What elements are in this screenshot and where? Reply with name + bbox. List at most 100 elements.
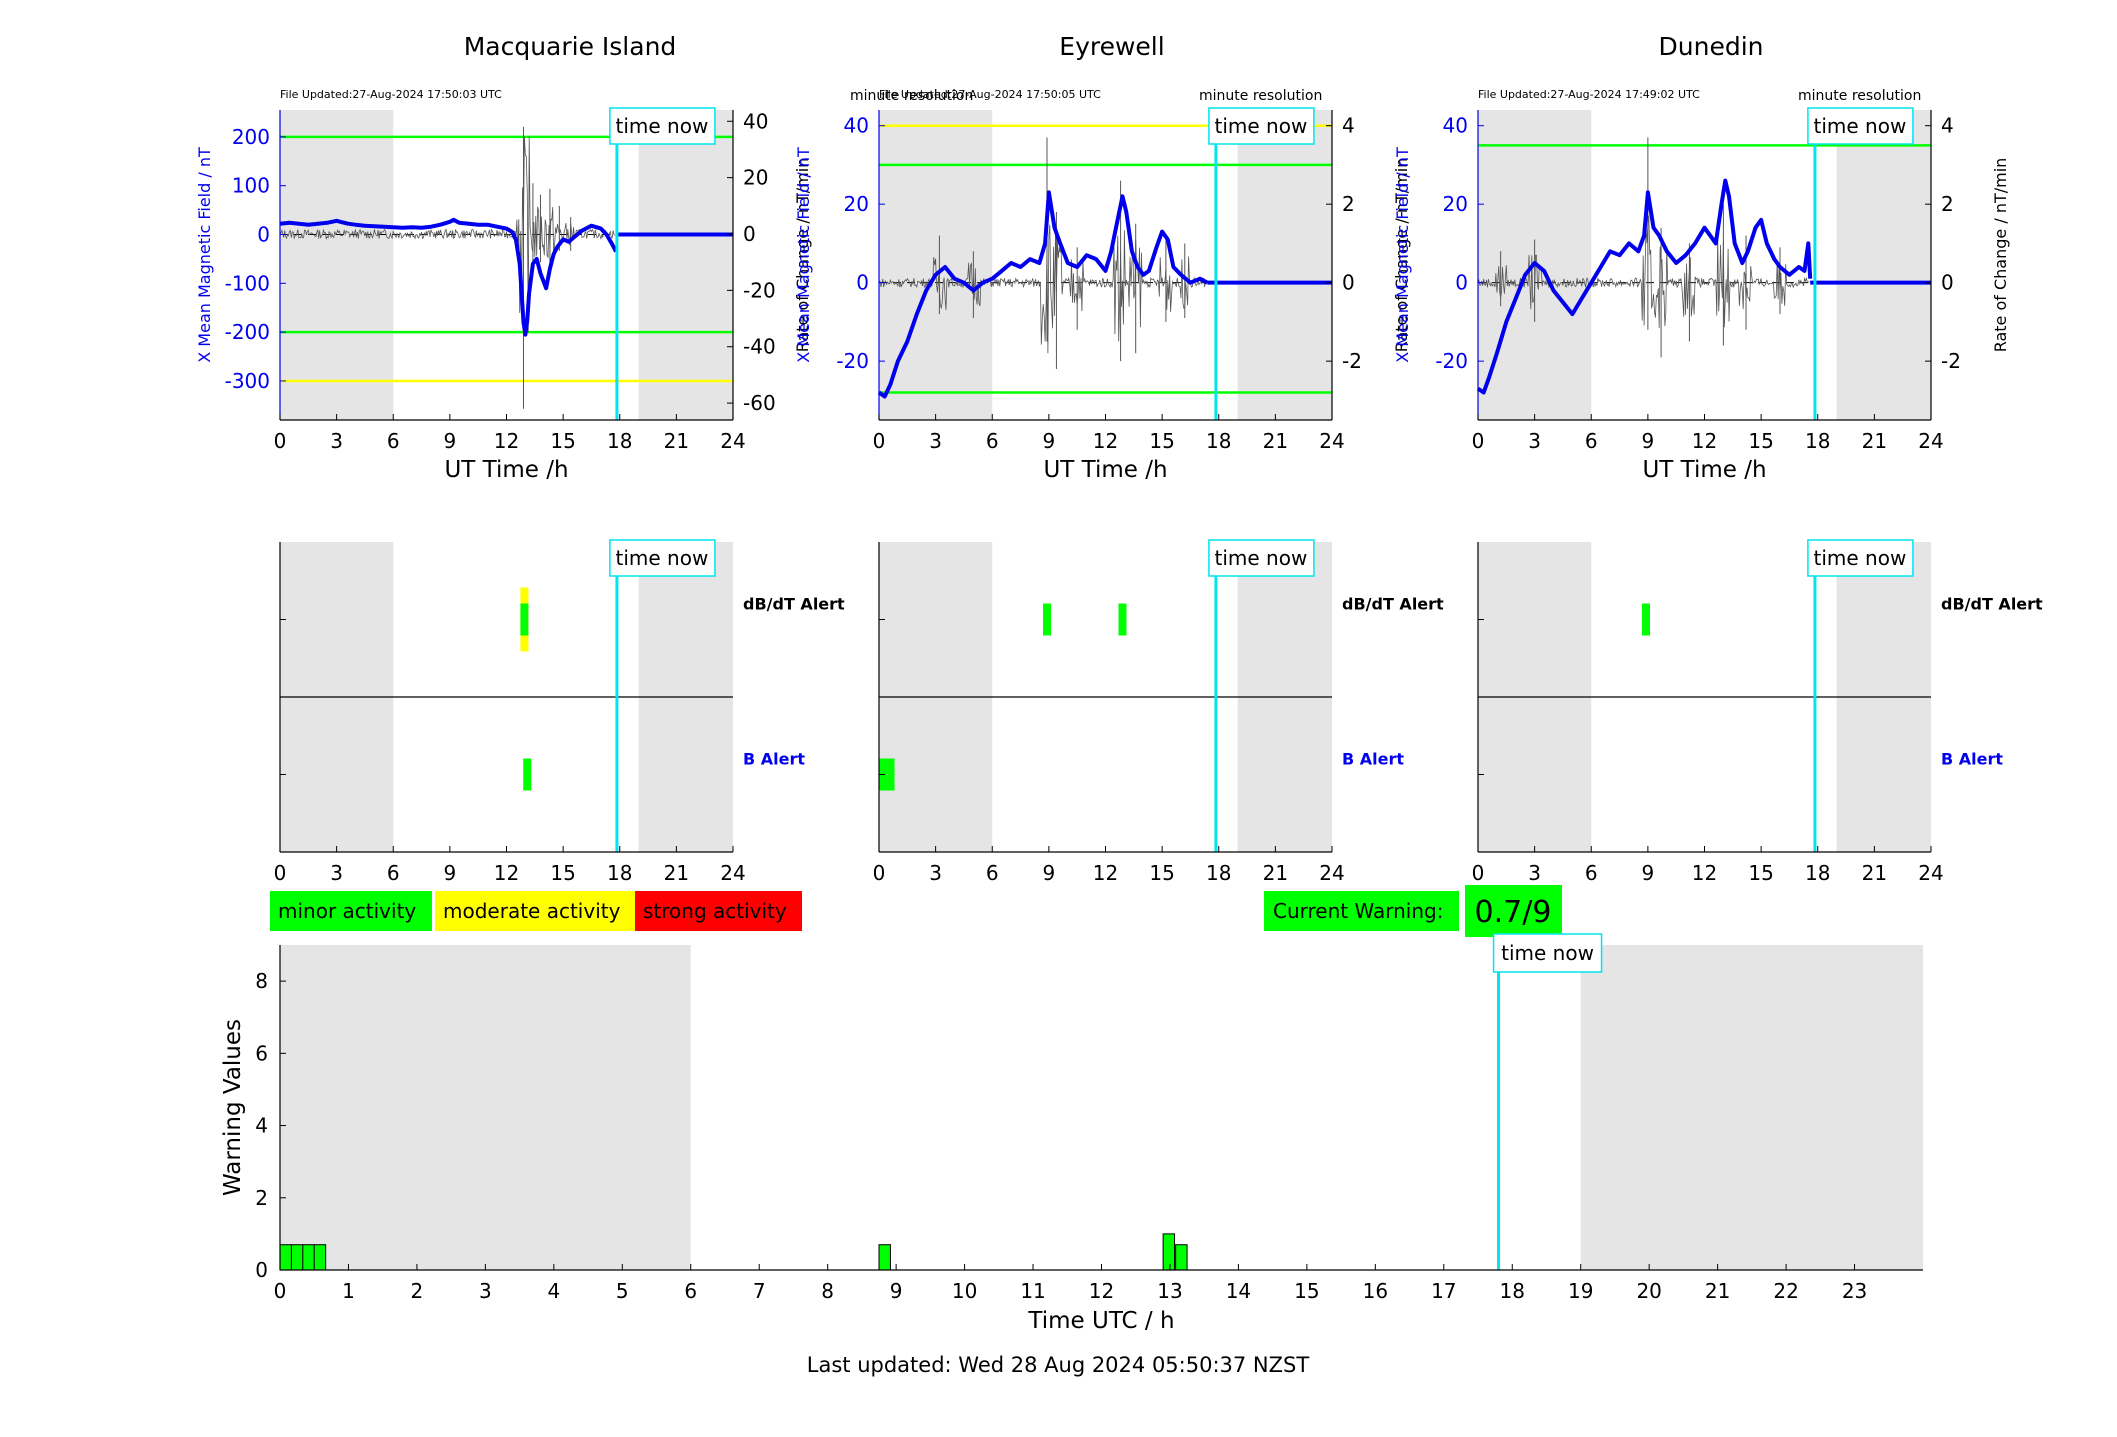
y2-tick-label: 2 [1342, 192, 1355, 216]
x-tick-label: 21 [1263, 429, 1288, 453]
rate-of-change-trace [1477, 215, 1810, 328]
y2-tick-label: -2 [1342, 349, 1362, 373]
x-tick-label: 15 [550, 861, 575, 885]
x-tick-label: 3 [929, 429, 942, 453]
x-tick-label: 21 [664, 429, 689, 453]
time-now-box [1492, 933, 1603, 973]
night-band [638, 110, 733, 420]
warning-bar [1162, 1233, 1176, 1271]
time-now-label: time now [1814, 114, 1907, 138]
x-tick-label: 19 [1568, 1279, 1593, 1303]
x-tick-label: 18 [607, 861, 632, 885]
current-warning-value: 0.7/9 [1475, 895, 1552, 930]
x-tick-label: 0 [873, 429, 886, 453]
x-tick-label: 6 [684, 1279, 697, 1303]
x-tick-label: 24 [720, 429, 745, 453]
y-tick-label: 2 [255, 1186, 268, 1210]
x-tick-label: 24 [1918, 429, 1943, 453]
x-tick-label: 23 [1842, 1279, 1867, 1303]
y2-tick-label: 2 [1941, 192, 1954, 216]
x-tick-label: 24 [1319, 429, 1344, 453]
x-tick-label: 16 [1363, 1279, 1388, 1303]
night-band [1237, 110, 1332, 420]
y-tick-label: 200 [232, 125, 270, 149]
x-tick-label: 15 [1294, 1279, 1319, 1303]
dbdt-alert-label: dB/dT Alert [1941, 595, 2043, 614]
y-axis-label: Warning Values [220, 1019, 246, 1196]
y-axis-label: X Mean Magnetic Field / nT [195, 147, 214, 363]
dbdt-alert-mark [1042, 603, 1051, 636]
y2-axis-label: Rate of Change / nT/min [793, 158, 812, 353]
y-tick-label: 0 [856, 271, 869, 295]
night-band [280, 945, 691, 1270]
y-tick-label: 20 [1443, 192, 1468, 216]
y-tick-label: 40 [844, 114, 869, 138]
warning-bar [302, 1244, 315, 1271]
time-now-label: time now [1215, 546, 1308, 570]
current-warning-label: Current Warning: [1273, 899, 1443, 923]
x-tick-label: 3 [929, 861, 942, 885]
eyrewell-field-chart: Eyrewell File Updated:27-Aug-2024 17:50:… [794, 32, 1411, 483]
y-tick-label: -200 [225, 320, 270, 344]
y-tick-label: 0 [257, 222, 270, 246]
station-title: Dunedin [1659, 32, 1764, 61]
x-tick-label: 15 [1748, 861, 1773, 885]
x-tick-label: 3 [330, 429, 343, 453]
current-warning-label-box [1264, 891, 1459, 931]
x-tick-label: 6 [986, 429, 999, 453]
x-tick-label: 22 [1773, 1279, 1798, 1303]
time-now-label: time now [1215, 114, 1308, 138]
x-tick-label: 3 [479, 1279, 492, 1303]
y-tick-label: 6 [255, 1041, 268, 1065]
y-axis-label: X Mean Magnetic Field / nT [794, 147, 813, 363]
x-tick-label: 12 [1093, 429, 1118, 453]
last-updated-footer: Last updated: Wed 28 Aug 2024 05:50:37 N… [807, 1353, 1310, 1377]
x-tick-label: 4 [547, 1279, 560, 1303]
b-alert-label: B Alert [1941, 750, 2003, 769]
y2-tick-label: 0 [743, 222, 756, 246]
x-tick-label: 13 [1157, 1279, 1182, 1303]
x-tick-label: 18 [607, 429, 632, 453]
x-tick-label: 2 [411, 1279, 424, 1303]
b-alert-mark [523, 758, 532, 791]
time-now-box [1208, 539, 1315, 577]
y-tick-label: 0 [255, 1258, 268, 1282]
resolution-label: minute resolution [1199, 88, 1322, 104]
x-tick-label: 20 [1636, 1279, 1661, 1303]
station-title: Macquarie Island [464, 32, 677, 61]
x-tick-label: 6 [1585, 429, 1598, 453]
dbdt-alert-label: dB/dT Alert [743, 595, 845, 614]
x-tick-label: 6 [1585, 861, 1598, 885]
x-tick-label: 6 [387, 861, 400, 885]
x-tick-label: 0 [274, 429, 287, 453]
y-tick-label: 8 [255, 969, 268, 993]
y2-tick-label: 40 [743, 109, 768, 133]
time-now-label: time now [1501, 941, 1594, 965]
y-tick-label: 4 [255, 1114, 268, 1138]
x-tick-label: 1 [342, 1279, 355, 1303]
field-series-line [279, 217, 618, 337]
x-tick-label: 9 [444, 861, 457, 885]
x-tick-label: 0 [274, 1279, 287, 1303]
x-tick-label: 9 [1043, 861, 1056, 885]
station-title: Eyrewell [1059, 32, 1164, 61]
legend-strong-swatch [635, 891, 802, 931]
x-tick-label: 9 [1043, 429, 1056, 453]
x-tick-label: 15 [550, 429, 575, 453]
y-tick-label: -100 [225, 271, 270, 295]
x-axis-label: Time UTC / h [1027, 1308, 1174, 1334]
time-now-box [609, 539, 716, 577]
x-tick-label: 24 [720, 861, 745, 885]
x-tick-label: 18 [1206, 429, 1231, 453]
x-tick-label: 3 [1528, 429, 1541, 453]
x-tick-label: 0 [1472, 429, 1485, 453]
b-alert-label: B Alert [1342, 750, 1404, 769]
eyrewell-alert-chart: time now 0 3 6 9 12 15 18 21 24 dB/dT Alert B Alert [873, 539, 1444, 885]
y2-tick-label: 20 [743, 166, 768, 190]
b-alert-mark [878, 758, 895, 791]
y2-tick-label: 0 [1342, 271, 1355, 295]
y-tick-label: 40 [1443, 114, 1468, 138]
file-updated-text: File Updated:27-Aug-2024 17:50:03 UTC [280, 88, 502, 101]
